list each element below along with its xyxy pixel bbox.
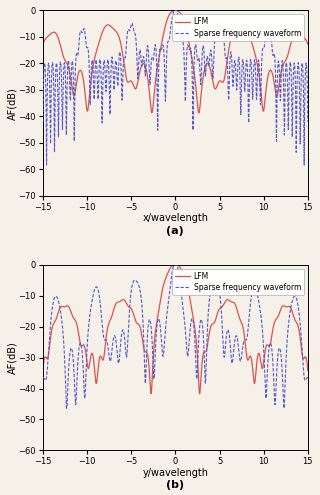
LFM (167, 268, 171, 274)
Sparse frequency waveform (65, 405, 69, 411)
LFM (173, 7, 177, 13)
Sparse frequency waveform (155, 55, 158, 61)
LFM (41, 41, 45, 47)
LFM (285, 304, 289, 310)
Sparse frequency waveform (152, 374, 156, 380)
Legend: LFM, Sparse frequency waveform: LFM, Sparse frequency waveform (172, 14, 304, 41)
LFM (152, 340, 156, 346)
Line: LFM: LFM (43, 10, 308, 113)
LFM (285, 55, 289, 61)
LFM (306, 368, 310, 374)
Sparse frequency waveform (298, 108, 302, 114)
Sparse frequency waveform (172, 262, 176, 268)
X-axis label: x/wavelength: x/wavelength (142, 213, 208, 223)
X-axis label: y/wavelength: y/wavelength (142, 468, 208, 478)
LFM (155, 71, 158, 77)
Line: LFM: LFM (43, 265, 308, 394)
Y-axis label: AF(dB): AF(dB) (7, 341, 17, 374)
LFM (155, 322, 158, 328)
Sparse frequency waveform (44, 162, 48, 168)
Sparse frequency waveform (298, 317, 302, 323)
Sparse frequency waveform (172, 7, 176, 13)
Sparse frequency waveform (167, 38, 171, 44)
LFM (150, 110, 154, 116)
Text: (a): (a) (166, 226, 184, 236)
LFM (149, 391, 153, 396)
Sparse frequency waveform (234, 334, 237, 340)
Legend: LFM, Sparse frequency waveform: LFM, Sparse frequency waveform (172, 269, 304, 295)
LFM (152, 90, 156, 96)
Sparse frequency waveform (285, 346, 289, 352)
LFM (172, 262, 176, 268)
Sparse frequency waveform (41, 374, 45, 380)
LFM (298, 31, 302, 37)
Sparse frequency waveform (152, 48, 156, 53)
Sparse frequency waveform (155, 330, 158, 336)
LFM (41, 368, 45, 374)
Sparse frequency waveform (306, 119, 310, 125)
LFM (167, 12, 171, 18)
LFM (298, 332, 302, 338)
Line: Sparse frequency waveform: Sparse frequency waveform (43, 10, 308, 165)
Text: (b): (b) (166, 480, 184, 490)
Line: Sparse frequency waveform: Sparse frequency waveform (43, 265, 308, 408)
Y-axis label: AF(dB): AF(dB) (7, 87, 17, 120)
Sparse frequency waveform (167, 296, 171, 301)
LFM (306, 41, 310, 47)
Sparse frequency waveform (234, 62, 237, 68)
LFM (234, 302, 237, 308)
Sparse frequency waveform (41, 119, 45, 125)
Sparse frequency waveform (285, 61, 289, 67)
LFM (234, 28, 237, 34)
Sparse frequency waveform (306, 374, 310, 380)
